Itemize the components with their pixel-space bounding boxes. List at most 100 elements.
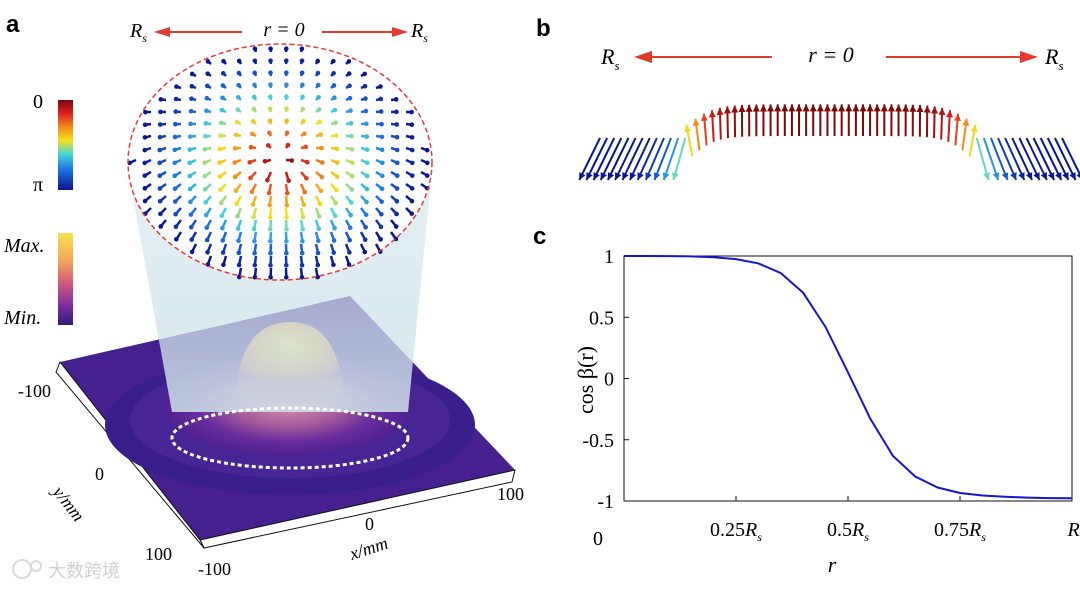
profile-arrow-head bbox=[873, 104, 881, 112]
disk-arrow-head bbox=[218, 187, 223, 193]
intensity-bar-top-label: Max. bbox=[3, 235, 45, 257]
vector-field-arrows bbox=[127, 46, 430, 280]
disk-arrow-head bbox=[284, 202, 290, 208]
disk-arrow-head bbox=[188, 224, 194, 230]
profile-arrow-head bbox=[607, 172, 615, 180]
profile-arrow-head bbox=[831, 104, 839, 112]
profile-arrow-head bbox=[931, 106, 939, 114]
disk-arrow-head bbox=[346, 71, 352, 76]
disk-arrow-head bbox=[267, 214, 273, 220]
disk-arrow-head bbox=[172, 160, 178, 166]
panel-b: b Rs r = 0 Rs bbox=[536, 15, 1080, 181]
chart-ylabel-text: cos β(r) bbox=[573, 346, 598, 414]
disk-arrow-head bbox=[267, 94, 273, 100]
disk-arrow-head bbox=[251, 94, 257, 100]
disk-arrow-head bbox=[334, 146, 340, 152]
disk-arrow-head bbox=[236, 238, 241, 244]
panel-c: c 1 0.5 0 -0.5 -1 0 0.25Rs 0.5Rs 0.75Rs Rs r cos … bbox=[533, 223, 1080, 577]
disk-arrow-head bbox=[300, 106, 306, 112]
disk-arrow-head bbox=[316, 214, 322, 219]
disk-arrow-head bbox=[284, 250, 289, 256]
disk-arrow-head bbox=[189, 237, 195, 242]
disk-arrow-head bbox=[251, 106, 257, 112]
profile-arrow-head bbox=[1047, 172, 1055, 180]
disk-arrow-head bbox=[158, 109, 163, 115]
disk-arrow-head bbox=[203, 133, 208, 139]
disk-arrow-head bbox=[300, 238, 305, 244]
disk-arrow-head bbox=[289, 158, 295, 163]
disk-arrow-head bbox=[348, 108, 353, 113]
profile-arrow bbox=[975, 137, 990, 181]
disk-arrow-head bbox=[268, 238, 273, 244]
profile-arrow-head bbox=[823, 104, 831, 112]
disk-arrow-head bbox=[232, 174, 238, 180]
disk-arrow-head bbox=[299, 262, 305, 268]
profile-arrow bbox=[1032, 137, 1055, 181]
watermark-logo-icon bbox=[12, 559, 32, 579]
disk-arrow-head bbox=[232, 160, 238, 165]
x-tick-label: Rs bbox=[1067, 519, 1080, 544]
panel-c-label: c bbox=[533, 223, 546, 250]
disk-arrow-head bbox=[268, 46, 273, 52]
disk-arrow-head bbox=[349, 133, 354, 139]
disk-arrow-head bbox=[347, 250, 352, 255]
vector-field-boundary bbox=[127, 43, 433, 281]
disk-arrow-head bbox=[252, 82, 257, 88]
profile-arrow-head bbox=[909, 104, 917, 112]
profile-arrow bbox=[653, 137, 673, 181]
disk-arrow-head bbox=[236, 70, 242, 76]
disk-arrow-head bbox=[362, 249, 368, 255]
disk-arrow-head bbox=[332, 107, 338, 113]
profile-arrow-head bbox=[701, 113, 708, 121]
profile-arrow-head bbox=[716, 107, 724, 115]
disk-arrow-head bbox=[235, 213, 240, 219]
disk-arrow-head bbox=[424, 147, 430, 153]
disk-arrow-head bbox=[157, 186, 163, 191]
profile-arrow-head bbox=[774, 104, 782, 112]
disk-arrow-head bbox=[348, 120, 354, 126]
disk-arrow-head bbox=[236, 58, 242, 64]
profile-arrow-head bbox=[809, 104, 817, 112]
disk-arrow-head bbox=[205, 249, 210, 255]
disk-arrow-head bbox=[219, 107, 225, 113]
disk-arrow-head bbox=[267, 226, 273, 232]
disk-arrow-head bbox=[334, 160, 340, 165]
disk-arrow-head bbox=[394, 211, 399, 217]
profile-arrow bbox=[662, 137, 680, 181]
disk-arrow-head bbox=[267, 106, 273, 112]
disk-arrow-head bbox=[233, 188, 239, 194]
disk-arrow-head bbox=[299, 46, 305, 52]
beam-footprint bbox=[170, 406, 410, 470]
disk-arrow-head bbox=[331, 83, 337, 88]
disk-arrow-head bbox=[268, 70, 273, 76]
disk-arrow-head bbox=[217, 174, 223, 179]
disk-arrow-head bbox=[315, 250, 321, 256]
profile-arrow-head bbox=[1025, 172, 1033, 180]
disk-arrow-head bbox=[364, 199, 369, 205]
profile-arrow-head bbox=[923, 105, 931, 113]
disk-arrow-head bbox=[218, 200, 224, 206]
x-tick-label: 0 bbox=[593, 528, 603, 550]
plot-frame bbox=[623, 255, 1073, 502]
disk-arrow-head bbox=[266, 190, 272, 196]
profile-arrow-head bbox=[593, 172, 600, 180]
disk-arrow-head bbox=[316, 107, 322, 112]
disk-arrow-head bbox=[409, 109, 414, 115]
watermark-text: 大数跨境 bbox=[48, 561, 120, 581]
profile-arrow-head bbox=[600, 172, 607, 180]
disk-arrow-head bbox=[187, 147, 193, 152]
disk-arrow-head bbox=[204, 95, 210, 101]
disk-arrow-head bbox=[348, 200, 354, 205]
disk-arrow-head bbox=[317, 201, 323, 207]
disk-arrow-head bbox=[235, 107, 241, 112]
disk-arrow-head bbox=[379, 212, 384, 217]
profile-arrow-head bbox=[615, 172, 622, 180]
profile-arrow-head bbox=[723, 106, 731, 114]
profile-arrow-head bbox=[845, 104, 853, 112]
profile-arrow-head bbox=[1062, 172, 1069, 180]
disk-arrow-head bbox=[202, 160, 208, 166]
disk-arrow-head bbox=[204, 108, 209, 114]
y-tick-0: 0 bbox=[95, 464, 104, 484]
disk-arrow-head bbox=[220, 250, 226, 255]
intensity-bar-bottom-label: Min. bbox=[3, 307, 41, 329]
